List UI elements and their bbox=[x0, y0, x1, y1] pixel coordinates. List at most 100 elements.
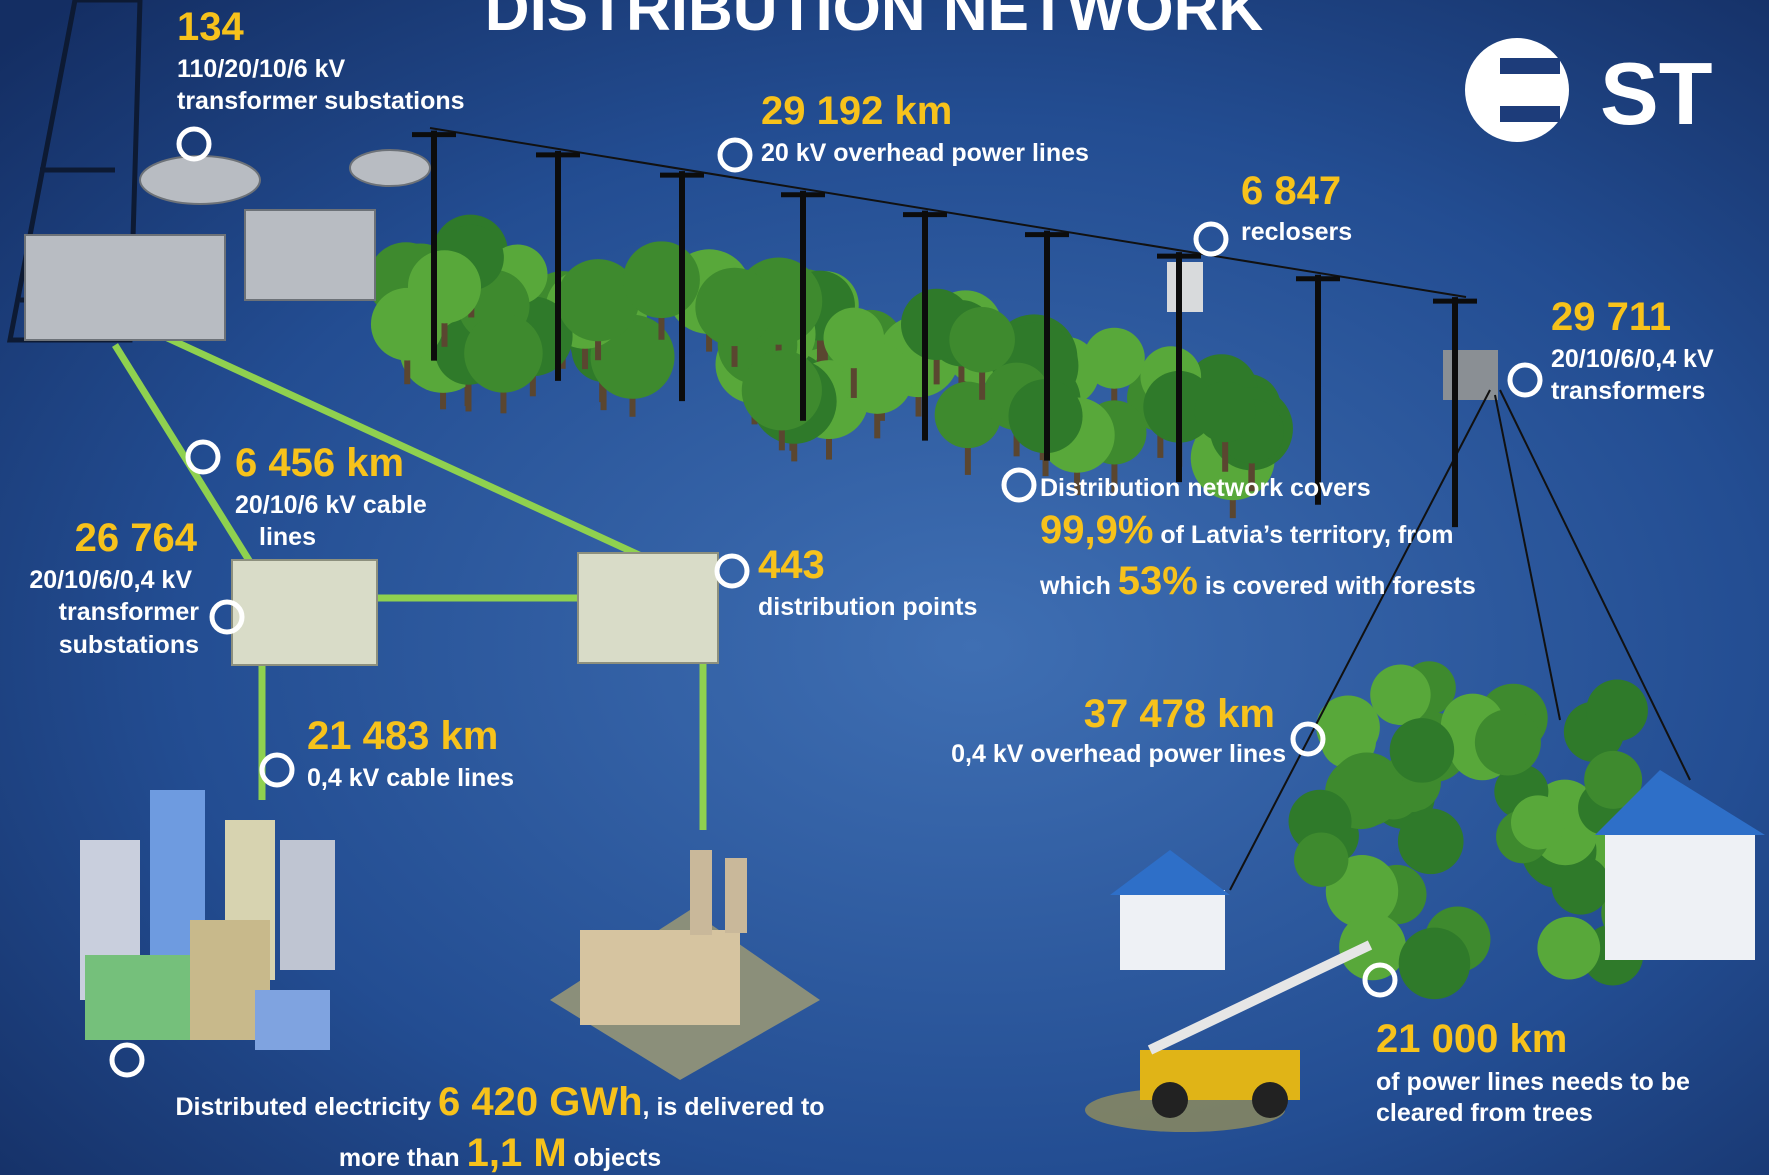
marker bbox=[109, 1042, 145, 1078]
marker bbox=[714, 553, 750, 589]
marker bbox=[1001, 467, 1037, 503]
label: lines bbox=[259, 523, 316, 551]
decor bbox=[6, 0, 1765, 1132]
value: 29 711 bbox=[1551, 295, 1671, 339]
logo: ST bbox=[1465, 38, 1712, 143]
value: 29 192 km bbox=[761, 89, 952, 133]
marker bbox=[259, 752, 295, 788]
tree-crown bbox=[1397, 808, 1464, 875]
buildings bbox=[80, 770, 1765, 1080]
tree-trunk bbox=[465, 361, 472, 412]
label: is covered with forests bbox=[1205, 572, 1476, 600]
tree-crown bbox=[1083, 327, 1145, 389]
tree-crown bbox=[1537, 916, 1601, 980]
value: 6 456 km bbox=[235, 441, 404, 485]
tree-crown bbox=[623, 241, 700, 319]
lv-lines bbox=[1229, 389, 1691, 891]
label: transformers bbox=[1551, 377, 1705, 405]
label: which bbox=[1039, 572, 1111, 600]
tree-trunk bbox=[979, 349, 986, 400]
tree-trunk bbox=[1111, 368, 1118, 419]
tree-trunk bbox=[1222, 421, 1229, 472]
label: 20/10/6/0,4 kV bbox=[29, 566, 192, 594]
value: 6 420 GWh bbox=[438, 1080, 643, 1124]
value: 37 478 km bbox=[1084, 692, 1275, 736]
tree-trunk bbox=[1248, 441, 1255, 492]
tree-crown bbox=[556, 259, 640, 342]
marker bbox=[1193, 221, 1229, 257]
marker bbox=[1362, 962, 1398, 998]
label: 0,4 kV cable lines bbox=[307, 764, 514, 792]
tree-trunk bbox=[850, 347, 857, 398]
label: transformer substations bbox=[177, 87, 465, 115]
label: cleared from trees bbox=[1376, 1099, 1593, 1127]
electricity-line: Distributed electricity 6 420 GWh, is de… bbox=[175, 1080, 824, 1124]
tree-trunk bbox=[816, 315, 823, 366]
cable-lines bbox=[112, 326, 707, 830]
tree-crown bbox=[1474, 709, 1541, 776]
label: 20 kV overhead power lines bbox=[761, 139, 1089, 167]
tree-crown bbox=[1194, 381, 1256, 443]
coverage-line: 99,9% of Latvia’s territory, from bbox=[1040, 508, 1454, 552]
tree-crown bbox=[1294, 832, 1349, 887]
tree-crown bbox=[464, 314, 543, 393]
label: 110/20/10/6 kV bbox=[177, 55, 346, 83]
value: 21 000 km bbox=[1376, 1017, 1567, 1061]
tree-crown bbox=[1339, 913, 1407, 981]
logo-text: ST bbox=[1600, 44, 1712, 143]
tree-crown bbox=[407, 250, 482, 324]
tree-crown bbox=[1510, 795, 1566, 850]
label: more than bbox=[339, 1144, 460, 1172]
tree-crown bbox=[1551, 855, 1611, 915]
marker bbox=[717, 137, 753, 173]
marker bbox=[185, 439, 221, 475]
value: 21 483 km bbox=[307, 714, 498, 758]
label: substations bbox=[59, 631, 199, 659]
label: 20/10/6 kV cable bbox=[235, 491, 427, 519]
overhead-wire bbox=[429, 127, 1467, 298]
value: 443 bbox=[758, 543, 825, 587]
tree-crown bbox=[823, 307, 885, 369]
label: distribution points bbox=[758, 593, 977, 621]
tree-crown bbox=[1584, 750, 1643, 809]
marker bbox=[1290, 721, 1326, 757]
logo-mark bbox=[1465, 38, 1569, 142]
label: transformer bbox=[59, 598, 200, 626]
tree-trunk bbox=[1111, 442, 1118, 493]
label: reclosers bbox=[1241, 218, 1352, 246]
trees bbox=[367, 214, 1668, 1000]
label: of Latvia’s territory, from bbox=[1160, 521, 1453, 549]
label: Distributed electricity bbox=[175, 1093, 431, 1121]
marker bbox=[176, 126, 212, 162]
logo-mark bbox=[1500, 106, 1560, 122]
marker bbox=[209, 599, 245, 635]
marker bbox=[1507, 362, 1543, 398]
electricity-line: more than 1,1 M objects bbox=[339, 1131, 661, 1175]
transformers-110 bbox=[24, 149, 431, 341]
logo-mark bbox=[1500, 58, 1560, 74]
tree-crown bbox=[1398, 927, 1471, 1000]
label: Distribution network covers bbox=[1040, 474, 1371, 502]
label: , is delivered to bbox=[643, 1093, 825, 1121]
value: 26 764 bbox=[75, 516, 198, 560]
tree-crown bbox=[949, 306, 1015, 373]
coverage-line: which 53% is covered with forests bbox=[1039, 559, 1476, 603]
tree-crown bbox=[741, 350, 822, 431]
pylon bbox=[6, 0, 143, 343]
label: objects bbox=[574, 1144, 662, 1172]
label: 20/10/6/0,4 kV bbox=[1551, 345, 1714, 373]
value: 1,1 M bbox=[467, 1131, 567, 1175]
title: DISTRIBUTION NETWORK bbox=[485, 0, 1264, 44]
recloser bbox=[1167, 262, 1203, 312]
substations bbox=[231, 552, 719, 666]
value: 134 bbox=[177, 5, 244, 49]
tree-crown bbox=[1586, 679, 1648, 742]
label: 0,4 kV overhead power lines bbox=[951, 740, 1286, 768]
tree-trunk bbox=[964, 424, 971, 475]
tree-crown bbox=[1389, 718, 1455, 783]
tree-crown bbox=[1370, 664, 1431, 726]
value: 53% bbox=[1118, 559, 1198, 603]
tree-crown bbox=[695, 267, 774, 347]
value: 99,9% bbox=[1040, 508, 1153, 552]
